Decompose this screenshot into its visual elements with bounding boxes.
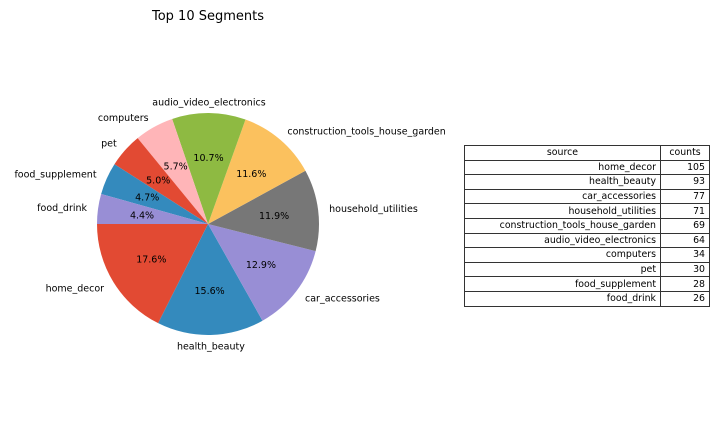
table-header-source: source <box>464 145 661 161</box>
table-cell-source: car_accessories <box>464 188 661 205</box>
table-cell-counts: 64 <box>660 232 710 249</box>
table-cell-source: computers <box>464 247 661 263</box>
pie-slice-car-accessories <box>208 224 316 321</box>
table-cell-counts: 34 <box>660 247 710 263</box>
table-cell-source: pet <box>464 261 661 278</box>
pie-pct-label: 15.6% <box>194 286 224 297</box>
pie-category-label: health_beauty <box>177 342 245 353</box>
table-row: audio_video_electronics 64 <box>464 232 710 249</box>
table-row: home_decor 105 <box>464 159 710 176</box>
data-table: source counts home_decor 105 health_beau… <box>464 145 710 307</box>
chart-title: Top 10 Segments <box>151 9 265 24</box>
table-cell-source: construction_tools_house_garden <box>464 217 661 234</box>
table-cell-source: health_beauty <box>464 174 661 190</box>
table-cell-source: food_drink <box>464 290 661 307</box>
pie-slice-construction-tools-house-garden <box>208 119 306 224</box>
pie-category-label: household_utilities <box>329 204 418 215</box>
table-row: health_beauty 93 <box>464 174 710 190</box>
table-row: household_utilities 71 <box>464 203 710 219</box>
table-cell-counts: 28 <box>660 276 710 292</box>
pie-category-label: food_supplement <box>14 170 96 181</box>
table-header-row: source counts <box>464 145 710 161</box>
table-cell-counts: 69 <box>660 217 710 234</box>
table-cell-source: audio_video_electronics <box>464 232 661 249</box>
table-cell-counts: 71 <box>660 203 710 219</box>
pie-category-label: home_decor <box>46 284 105 295</box>
table-row: computers 34 <box>464 247 710 263</box>
pie-slice-health-beauty <box>158 224 263 336</box>
pie-slice-home-decor <box>96 224 208 324</box>
table-row: pet 30 <box>464 261 710 278</box>
pie-slice-computers <box>137 118 208 224</box>
pie-pct-label: 4.7% <box>135 192 159 203</box>
table-cell-counts: 30 <box>660 261 710 278</box>
pie-slice-pet <box>114 138 208 224</box>
pie-pct-label: 5.0% <box>146 175 170 186</box>
pie-category-label: food_drink <box>37 203 87 214</box>
table-cell-source: food_supplement <box>464 276 661 292</box>
pie-category-label: audio_video_electronics <box>152 97 265 108</box>
pie-slice-household-utilities <box>208 170 319 252</box>
table-row: food_drink 26 <box>464 290 710 307</box>
table-row: food_supplement 28 <box>464 276 710 292</box>
table-cell-counts: 26 <box>660 290 710 307</box>
table-cell-source: household_utilities <box>464 203 661 219</box>
pie-category-label: car_accessories <box>305 294 380 305</box>
pie-category-label: pet <box>101 138 117 149</box>
table-row: construction_tools_house_garden 69 <box>464 217 710 234</box>
pie-slice-food-drink <box>97 194 208 224</box>
pie-pct-label: 11.6% <box>236 169 266 180</box>
table-header-counts: counts <box>660 145 710 161</box>
table-cell-counts: 93 <box>660 174 710 190</box>
pie-slices <box>96 113 319 336</box>
table-cell-source: home_decor <box>464 159 661 176</box>
pie-pct-label: 12.9% <box>246 260 276 271</box>
table-cell-counts: 77 <box>660 188 710 205</box>
table-cell-counts: 105 <box>660 159 710 176</box>
pie-slice-audio-video-electronics <box>172 113 246 224</box>
pie-pct-label: 5.7% <box>164 161 188 172</box>
pie-pct-label: 17.6% <box>136 254 166 265</box>
pie-pct-label: 4.4% <box>130 210 154 221</box>
pie-slice-food-supplement <box>101 164 208 224</box>
table-row: car_accessories 77 <box>464 188 710 205</box>
pie-pct-label: 10.7% <box>193 153 223 164</box>
pie-category-labels: home_decor health_beauty car_accessories ho… <box>14 97 445 352</box>
pie-category-label: computers <box>98 113 149 124</box>
pie-category-label: construction_tools_house_garden <box>287 127 445 138</box>
pie-pct-labels: 17.6% 15.6% 12.9% 11.9% 11.6% 10.7% 5.7% 5.0% 4.… <box>130 153 289 297</box>
pie-pct-label: 11.9% <box>259 211 289 222</box>
